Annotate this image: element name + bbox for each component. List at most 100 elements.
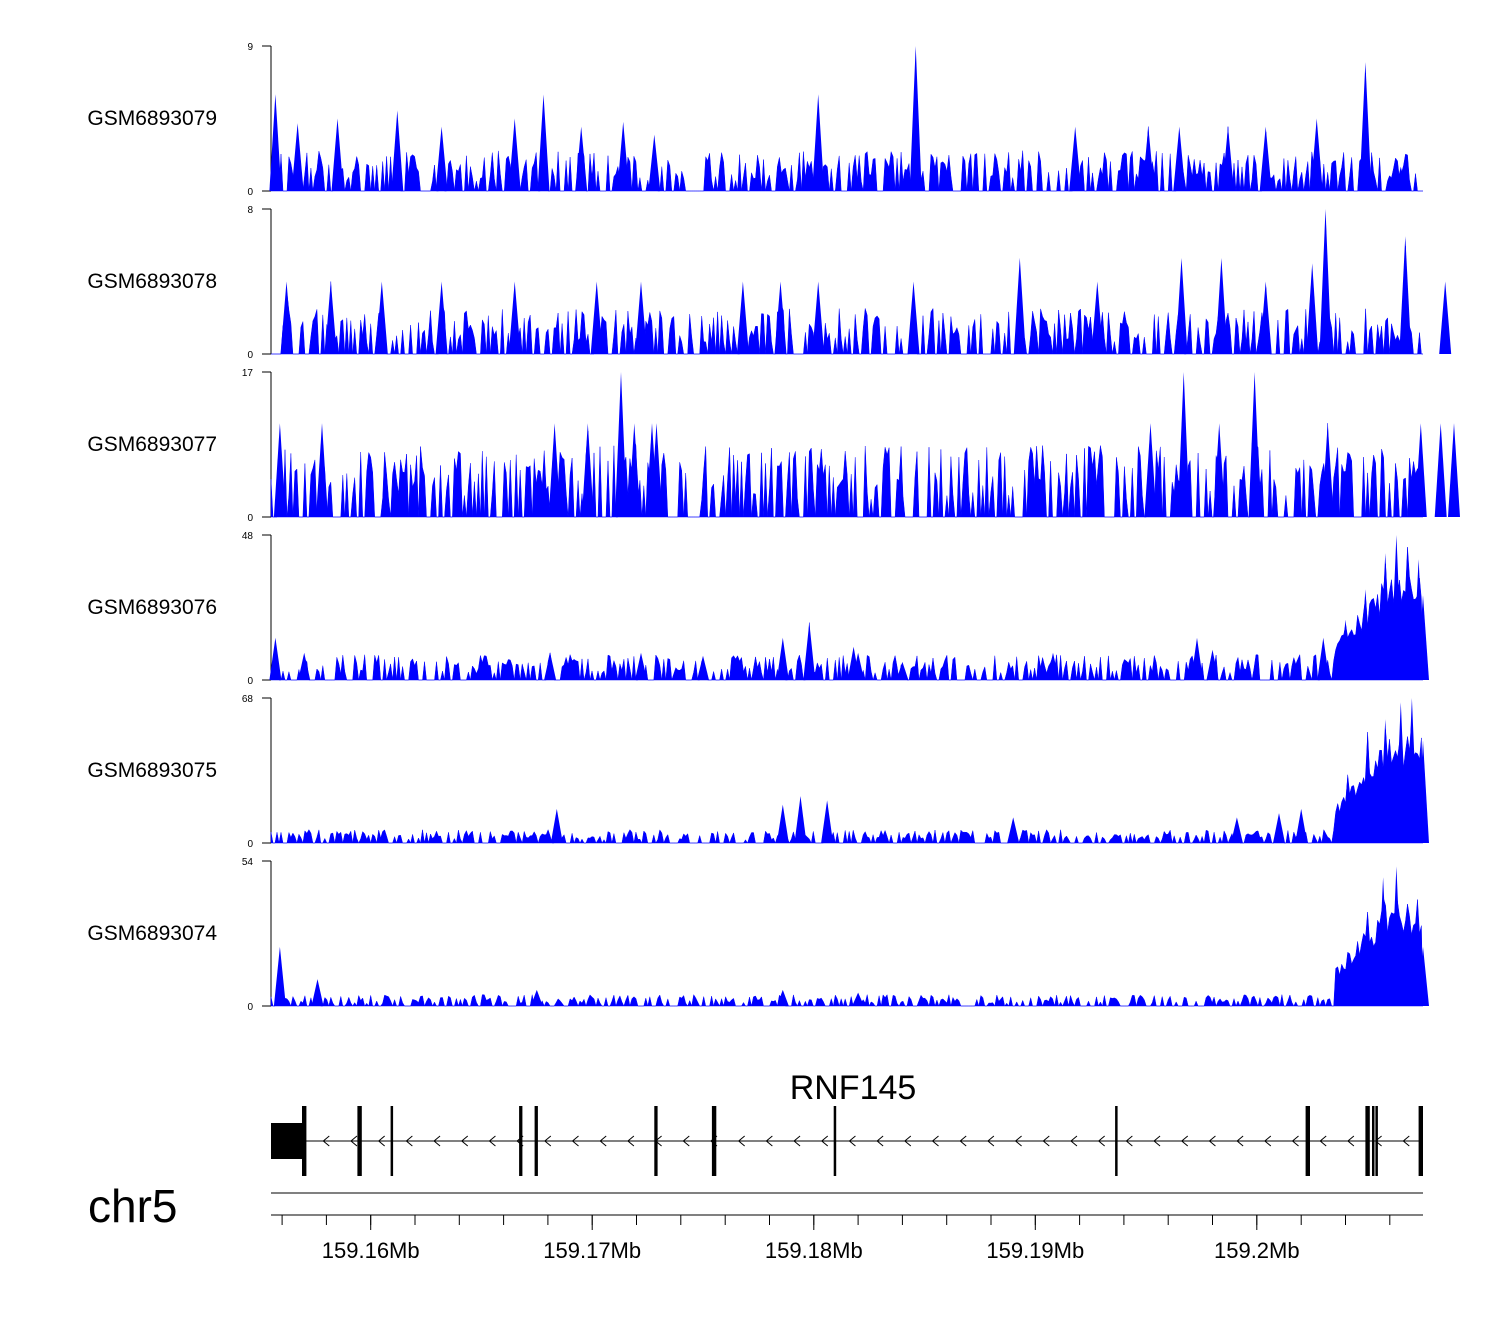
strand-arrow [793,1135,801,1147]
coverage-peak [1091,281,1104,354]
exon [357,1106,362,1176]
coverage-peak [548,423,561,517]
strand-arrow [1291,1135,1299,1147]
y-tick-label-max: 48 [242,531,254,542]
coverage-peak [1319,209,1332,354]
coverage-peak [1417,740,1429,843]
strand-arrow [820,1135,829,1147]
coverage-peak [1394,166,1407,191]
track-label: GSM6893074 [87,922,217,945]
strand-arrow [1125,1135,1133,1147]
strand-arrow [571,1135,579,1147]
x-tick-label: 159.2Mb [1214,1238,1300,1263]
track-GSM6893074: GSM6893074 54 0 [87,857,1429,1013]
coverage-peak [291,123,304,191]
coverage-peak [776,989,789,1006]
coverage-peak [508,118,521,191]
track-GSM6893076: GSM6893076 48 0 [87,531,1429,687]
coverage-peak [1248,372,1261,517]
coverage-peak [550,808,563,843]
strand-arrow [322,1135,330,1147]
y-tick-label-max: 8 [247,205,253,216]
exon [302,1106,307,1176]
coverage-peak [1230,817,1243,843]
exon [654,1106,658,1176]
strand-arrow [350,1135,358,1147]
y-tick-label-max: 17 [242,368,254,379]
strand-arrow [876,1135,884,1147]
coverage-peak [269,637,282,680]
coverage-peak [812,94,825,191]
coverage-peak [617,121,630,191]
exon [519,1106,523,1176]
coverage-peak [1394,702,1407,843]
exon [1115,1106,1118,1176]
coverage-area [270,547,1424,681]
coverage-peak [821,800,834,843]
coverage-peak [311,979,324,1006]
strand-arrow [599,1135,607,1147]
coverage-peak [1222,126,1234,191]
coverage-peak [273,946,286,1006]
strand-arrow [682,1135,690,1147]
coverage-peak [896,661,909,680]
track-label: GSM6893079 [87,107,217,130]
coverage-peak [1310,118,1323,191]
y-tick-label-min: 0 [247,676,253,687]
exon [1305,1106,1310,1176]
strand-arrow [377,1135,385,1147]
gene-model[interactable] [271,1106,1423,1176]
coverage-peak [907,281,920,354]
coverage-peak [1339,619,1352,680]
coverage-peak [1414,423,1427,517]
strand-arrow [959,1135,967,1147]
strand-arrow [737,1135,745,1147]
coverage-peak [1213,423,1226,517]
coverage-area [271,221,1423,355]
coverage-peak [1401,904,1414,1006]
coverage-peak [316,423,328,517]
coverage-peak [1390,866,1403,1006]
coverage-peak [1417,946,1429,1006]
coverage-area [270,396,1424,518]
coverage-peak [635,652,647,680]
coverage-area [270,722,1424,844]
coverage-peak [1215,257,1228,354]
y-tick-label-min: 0 [247,187,253,198]
coverage-peak [1448,423,1460,517]
coverage-peak [852,652,865,680]
y-tick-label-min: 0 [247,513,253,524]
coverage-peak [1317,637,1330,680]
coverage-peak [628,423,641,517]
axis-ticks: 159.16Mb 159.17Mb 159.18Mb 159.19Mb 159.2Mb [281,1215,1391,1263]
coverage-peak [575,126,588,191]
coverage-peak [774,281,787,354]
genomic-axis: chr5 159.16Mb 159.17Mb 159.18Mb 159.19Mb 159… [88,1180,1423,1263]
coverage-area [270,898,1424,1007]
coverage-peak [1359,589,1372,680]
coverage-peak [776,637,789,680]
chromosome-label: chr5 [88,1180,177,1232]
exon [711,1106,717,1176]
coverage-peak [1379,719,1392,843]
y-tick-label-max: 9 [247,42,253,53]
coverage-peak [1013,257,1026,354]
coverage-peak [1007,817,1020,843]
strand-arrow [544,1135,552,1147]
y-tick-label-min: 0 [247,350,253,361]
strand-arrow [1319,1135,1327,1147]
coverage-peak [391,110,404,191]
coverage-peak [537,94,550,191]
coverage-peak [1173,126,1186,191]
coverage-peak [1401,547,1414,680]
exon [534,1106,538,1176]
track-label: GSM6893077 [87,433,217,456]
strand-arrow [1180,1135,1189,1147]
strand-arrow [1153,1135,1161,1147]
coverage-peak [812,281,825,354]
x-tick-label: 159.17Mb [543,1238,641,1263]
coverage-peak [1144,423,1157,517]
coverage-peak [530,989,543,1006]
exon [1365,1106,1370,1176]
